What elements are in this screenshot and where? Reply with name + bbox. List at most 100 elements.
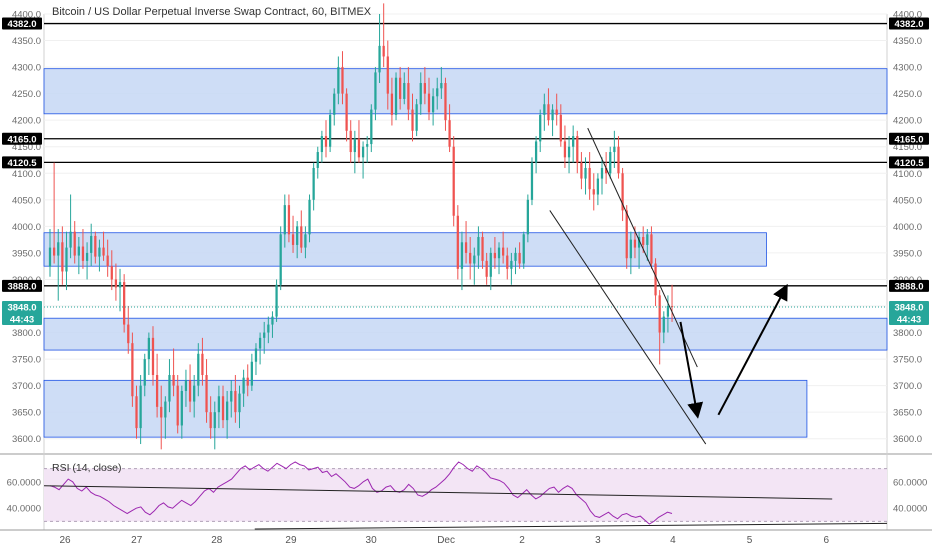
candle-body xyxy=(576,136,579,163)
y-tick-left: 4400.0 xyxy=(12,10,41,21)
candle-body xyxy=(213,412,216,429)
candle-body xyxy=(57,242,60,256)
candle-body xyxy=(114,279,118,288)
candle-body xyxy=(172,375,175,386)
channel-upper-line xyxy=(587,127,698,368)
y-tick-right: 4000.0 xyxy=(893,222,922,233)
y-tick-left: 4350.0 xyxy=(12,36,41,47)
candle-body xyxy=(312,167,315,200)
y-tick-left: 3950.0 xyxy=(12,248,41,259)
current-price-badge xyxy=(2,301,42,326)
candle-body xyxy=(143,359,146,386)
level-label: 4382.0 xyxy=(7,19,36,30)
candle-body xyxy=(316,152,319,168)
rsi-trendline-lower xyxy=(254,522,888,530)
candle-body xyxy=(366,144,369,147)
candle-body xyxy=(287,205,291,235)
candle-body xyxy=(221,396,225,421)
y-tick-right: 4300.0 xyxy=(893,63,922,74)
candle-body xyxy=(333,93,336,115)
level-badge xyxy=(889,156,929,169)
candle-body xyxy=(510,260,513,269)
y-tick-left: 3650.0 xyxy=(12,408,41,419)
candle-body xyxy=(374,72,377,110)
countdown-label: 44:43 xyxy=(897,315,921,326)
candle-body xyxy=(452,146,455,216)
candle-body xyxy=(662,316,665,333)
candle-body xyxy=(81,246,85,261)
candle-body xyxy=(155,375,159,407)
candle-body xyxy=(184,380,188,391)
candle-body xyxy=(324,136,328,147)
candle-body xyxy=(180,390,183,426)
candle-body xyxy=(493,252,497,259)
candle-body xyxy=(625,210,628,259)
level-label: 4165.0 xyxy=(7,134,36,145)
candle-body xyxy=(650,234,653,264)
candle-body xyxy=(547,104,550,121)
level-badge xyxy=(889,279,929,292)
candle-body xyxy=(275,284,278,317)
candle-body xyxy=(522,234,525,264)
x-tick: 3 xyxy=(595,535,601,546)
candle-body xyxy=(502,247,505,256)
candle-body xyxy=(600,167,604,179)
y-tick-left: 4300.0 xyxy=(12,63,41,74)
candle-body xyxy=(403,83,406,99)
candle-body xyxy=(308,199,311,235)
candle-body xyxy=(193,385,196,402)
current-price-label: 3848.0 xyxy=(7,303,36,314)
candle-body xyxy=(658,295,661,333)
rsi-line xyxy=(49,461,673,525)
candle-body xyxy=(526,199,529,235)
candle-body xyxy=(646,234,649,245)
candle-body xyxy=(357,138,361,158)
candle-body xyxy=(642,236,645,245)
candle-body xyxy=(506,255,509,269)
candle-body xyxy=(654,263,657,296)
candle-body xyxy=(258,337,262,349)
candle-body xyxy=(337,67,340,94)
candle-body xyxy=(609,152,612,174)
y-tick-left: 3700.0 xyxy=(12,381,41,392)
candle-body xyxy=(279,234,282,285)
rsi-tick-left: 40.0000 xyxy=(7,504,41,515)
candle-body xyxy=(497,247,501,259)
candle-body xyxy=(518,252,521,264)
x-tick: 2 xyxy=(519,535,525,546)
candle-body xyxy=(85,252,89,261)
candle-body xyxy=(94,235,97,257)
candle-body xyxy=(77,246,80,256)
level-label: 4165.0 xyxy=(894,134,923,145)
zone-2 xyxy=(43,232,767,267)
candle-body xyxy=(539,114,542,142)
level-badge xyxy=(2,132,42,145)
candle-body xyxy=(378,45,381,73)
candle-body xyxy=(555,109,558,115)
candle-body xyxy=(328,114,332,147)
candle-body xyxy=(415,104,418,131)
y-tick-left: 4250.0 xyxy=(12,89,41,100)
x-tick: 26 xyxy=(60,535,72,546)
x-tick: 29 xyxy=(285,535,297,546)
candle-body xyxy=(382,45,385,57)
candle-body xyxy=(534,141,538,163)
candle-body xyxy=(637,236,641,248)
candle-body xyxy=(52,247,56,256)
candle-body xyxy=(65,247,68,272)
zone-4 xyxy=(43,379,808,438)
candle-body xyxy=(444,83,447,121)
x-tick: 30 xyxy=(366,535,378,546)
candle-body xyxy=(489,252,492,277)
candle-body xyxy=(250,361,253,386)
rsi-title: RSI (14, close) xyxy=(52,462,122,474)
candle-body xyxy=(48,247,52,267)
y-tick-left: 4150.0 xyxy=(12,142,41,153)
candle-body xyxy=(361,146,365,158)
y-tick-left: 3600.0 xyxy=(12,434,41,445)
rsi-tick-right: 40.0000 xyxy=(893,504,927,515)
candle-body xyxy=(300,226,303,248)
candle-body xyxy=(263,332,266,338)
